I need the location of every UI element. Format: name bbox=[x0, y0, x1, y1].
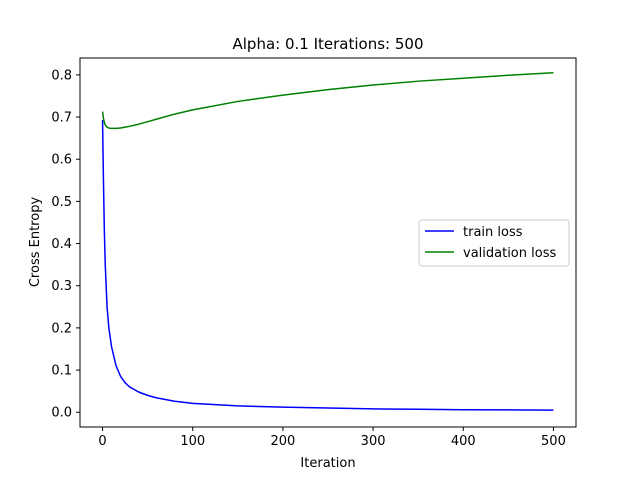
plot-area bbox=[101, 72, 554, 411]
x-tick-label: 0 bbox=[98, 434, 106, 449]
chart-title: Alpha: 0.1 Iterations: 500 bbox=[233, 35, 424, 53]
x-axis-label: Iteration bbox=[300, 456, 355, 471]
y-tick-label: 0.1 bbox=[51, 364, 72, 379]
plot-frame bbox=[79, 57, 577, 428]
y-tick-label: 0.6 bbox=[51, 153, 72, 168]
y-tick-label: 0.5 bbox=[51, 195, 72, 210]
x-tick-label: 200 bbox=[270, 434, 295, 449]
legend-label-validation-loss: validation loss bbox=[463, 246, 556, 261]
x-tick-label: 400 bbox=[451, 434, 476, 449]
y-tick-label: 0.2 bbox=[51, 321, 72, 336]
y-tick-label: 0.0 bbox=[51, 406, 72, 421]
x-axis-ticks: 0 100 200 300 400 500 bbox=[98, 427, 566, 449]
legend-box bbox=[418, 219, 570, 267]
y-tick-label: 0.7 bbox=[51, 111, 72, 126]
x-tick-label: 500 bbox=[541, 434, 566, 449]
y-axis-label: Cross Entropy bbox=[28, 197, 43, 288]
legend-label-train-loss: train loss bbox=[463, 225, 523, 240]
series-line-train-loss bbox=[101, 119, 554, 411]
series-line-validation-loss bbox=[101, 72, 554, 130]
x-tick-label: 300 bbox=[361, 434, 386, 449]
y-axis-ticks: 0.0 0.1 0.2 0.3 0.4 0.5 0.6 0.7 0.8 bbox=[51, 68, 80, 421]
x-tick-label: 100 bbox=[180, 434, 205, 449]
y-tick-label: 0.3 bbox=[51, 279, 72, 294]
y-tick-label: 0.4 bbox=[51, 237, 72, 252]
legend: train loss validation loss bbox=[418, 219, 570, 267]
y-tick-label: 0.8 bbox=[51, 68, 72, 83]
